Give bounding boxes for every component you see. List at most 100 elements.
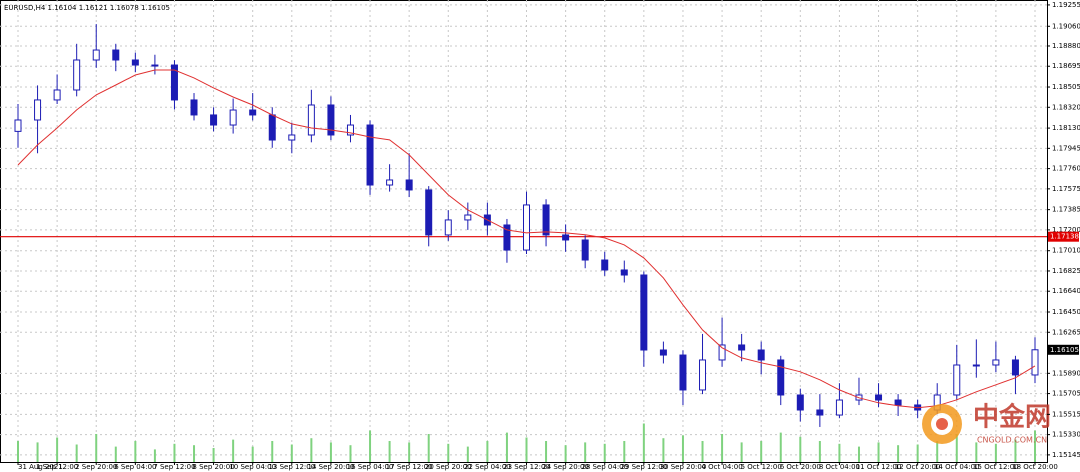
candle-body [523,204,530,251]
y-tick-label: 1.16265 [1052,328,1080,336]
candle-body [92,49,100,61]
x-tick-label: 10 Sep 04:00 [229,463,276,471]
y-tick-label: 1.16640 [1052,287,1080,295]
candle-body [405,179,413,191]
candle-body [757,349,765,361]
candle-body [268,114,276,141]
x-tick-label: 17 Sep 12:00 [386,463,433,471]
y-tick-label: 1.17760 [1052,165,1080,173]
y-tick-label: 1.17945 [1052,144,1080,152]
x-tick-label: 8 Sep 20:00 [192,463,234,471]
x-tick-label: 12 Oct 20:00 [895,463,941,471]
watermark-sub: CNGOLD.COM.CN [977,436,1047,445]
x-tick-label: 20 Sep 20:00 [425,463,472,471]
x-tick-label: 8 Oct 04:00 [819,463,860,471]
x-tick-label: 13 Sep 12:00 [268,463,315,471]
x-tick-label: 30 Sep 20:00 [660,463,707,471]
watermark-title: 中金网 [973,402,1051,433]
candle-body [288,134,296,141]
candle-body [151,64,159,67]
y-tick-label: 1.17385 [1052,206,1080,214]
candle-body [1031,349,1039,376]
x-tick-label: 24 Sep 20:00 [542,463,589,471]
candle-body [796,394,804,411]
y-tick-label: 1.15330 [1052,431,1080,439]
candle-body [640,274,648,351]
candle-body [307,104,315,136]
y-tick-label: 1.17010 [1052,247,1080,255]
x-tick-label: 5 Oct 12:00 [741,463,782,471]
last-price-label: 1.16105 [1050,346,1079,354]
candle-body [170,64,178,101]
hline-label: 1.17138 [1050,233,1079,241]
x-tick-label: 28 Sep 04:00 [581,463,628,471]
x-tick-label: 7 Sep 12:00 [153,463,195,471]
x-tick-label: 16 Sep 04:00 [347,463,394,471]
candle-body [601,259,609,271]
x-tick-label: 14 Oct 04:00 [934,463,980,471]
candle-body [444,219,452,236]
candle-body [73,59,81,91]
candle-body [992,359,1000,366]
y-tick-label: 1.17575 [1052,185,1080,193]
candle-body [34,99,42,121]
y-tick-label: 1.18880 [1052,42,1080,50]
x-tick-label: 1 Sep 12:00 [36,463,78,471]
candle-body [562,234,570,241]
candle-body [366,124,374,186]
candle-body [386,179,394,186]
y-tick-label: 1.18130 [1052,124,1080,132]
candle-body [1011,359,1019,376]
x-tick-label: 6 Sep 04:00 [114,463,156,471]
moving-average [17,69,1036,409]
x-tick-label: 15 Oct 12:00 [973,463,1019,471]
grid [0,0,1047,462]
last-price-bg [1048,344,1079,355]
x-tick-label: 31 Aug 2021 [18,463,63,471]
price-layer [0,24,1047,427]
x-tick-label: 23 Sep 12:00 [503,463,550,471]
y-tick-label: 1.16825 [1052,267,1080,275]
x-tick-label: 11 Oct 12:00 [856,463,902,471]
candle-body [14,119,22,132]
y-tick-label: 1.15145 [1052,451,1080,459]
candle-body [953,364,961,396]
x-tick-label: 29 Sep 12:00 [620,463,667,471]
watermark: 中金网 CNGOLD.COM.CN [922,402,1051,445]
candle-body [581,239,589,261]
candle-body [131,59,139,66]
x-tick-label: 4 Oct 04:00 [701,463,742,471]
candle-body [425,189,433,236]
x-tick-label: 18 Oct 20:00 [1012,463,1058,471]
candle-body [542,204,550,236]
y-tick-label: 1.18320 [1052,103,1080,111]
candle-body [718,344,726,361]
candle-body [816,409,824,416]
candle-body [894,399,902,406]
candle-body [620,269,628,276]
x-tick-label: 14 Sep 20:00 [308,463,355,471]
candle-body [229,109,237,126]
x-tick-label: 22 Sep 04:00 [464,463,511,471]
candle-body [190,99,198,116]
x-tick-label: 2 Sep 20:00 [75,463,117,471]
candle-body [835,399,843,416]
y-tick-label: 1.15515 [1052,410,1080,418]
candle-body [464,214,472,221]
y-tick-label: 1.16450 [1052,308,1080,316]
y-tick-label: 1.19255 [1052,1,1080,9]
candle-body [659,349,667,356]
candle-body [503,224,511,251]
candle-body [346,124,354,136]
candle-body [679,354,687,391]
candle-body [777,359,785,396]
y-tick-label: 1.15890 [1052,369,1080,377]
candle-body [210,114,218,126]
y-tick-label: 1.17200 [1052,226,1080,234]
candle-body [699,359,707,391]
candle-body [112,49,120,61]
y-tick-label: 1.18695 [1052,62,1080,70]
candle-body [972,364,980,367]
chart-title: EURUSD,H4 1.16104 1.16121 1.16078 1.1610… [4,4,170,12]
